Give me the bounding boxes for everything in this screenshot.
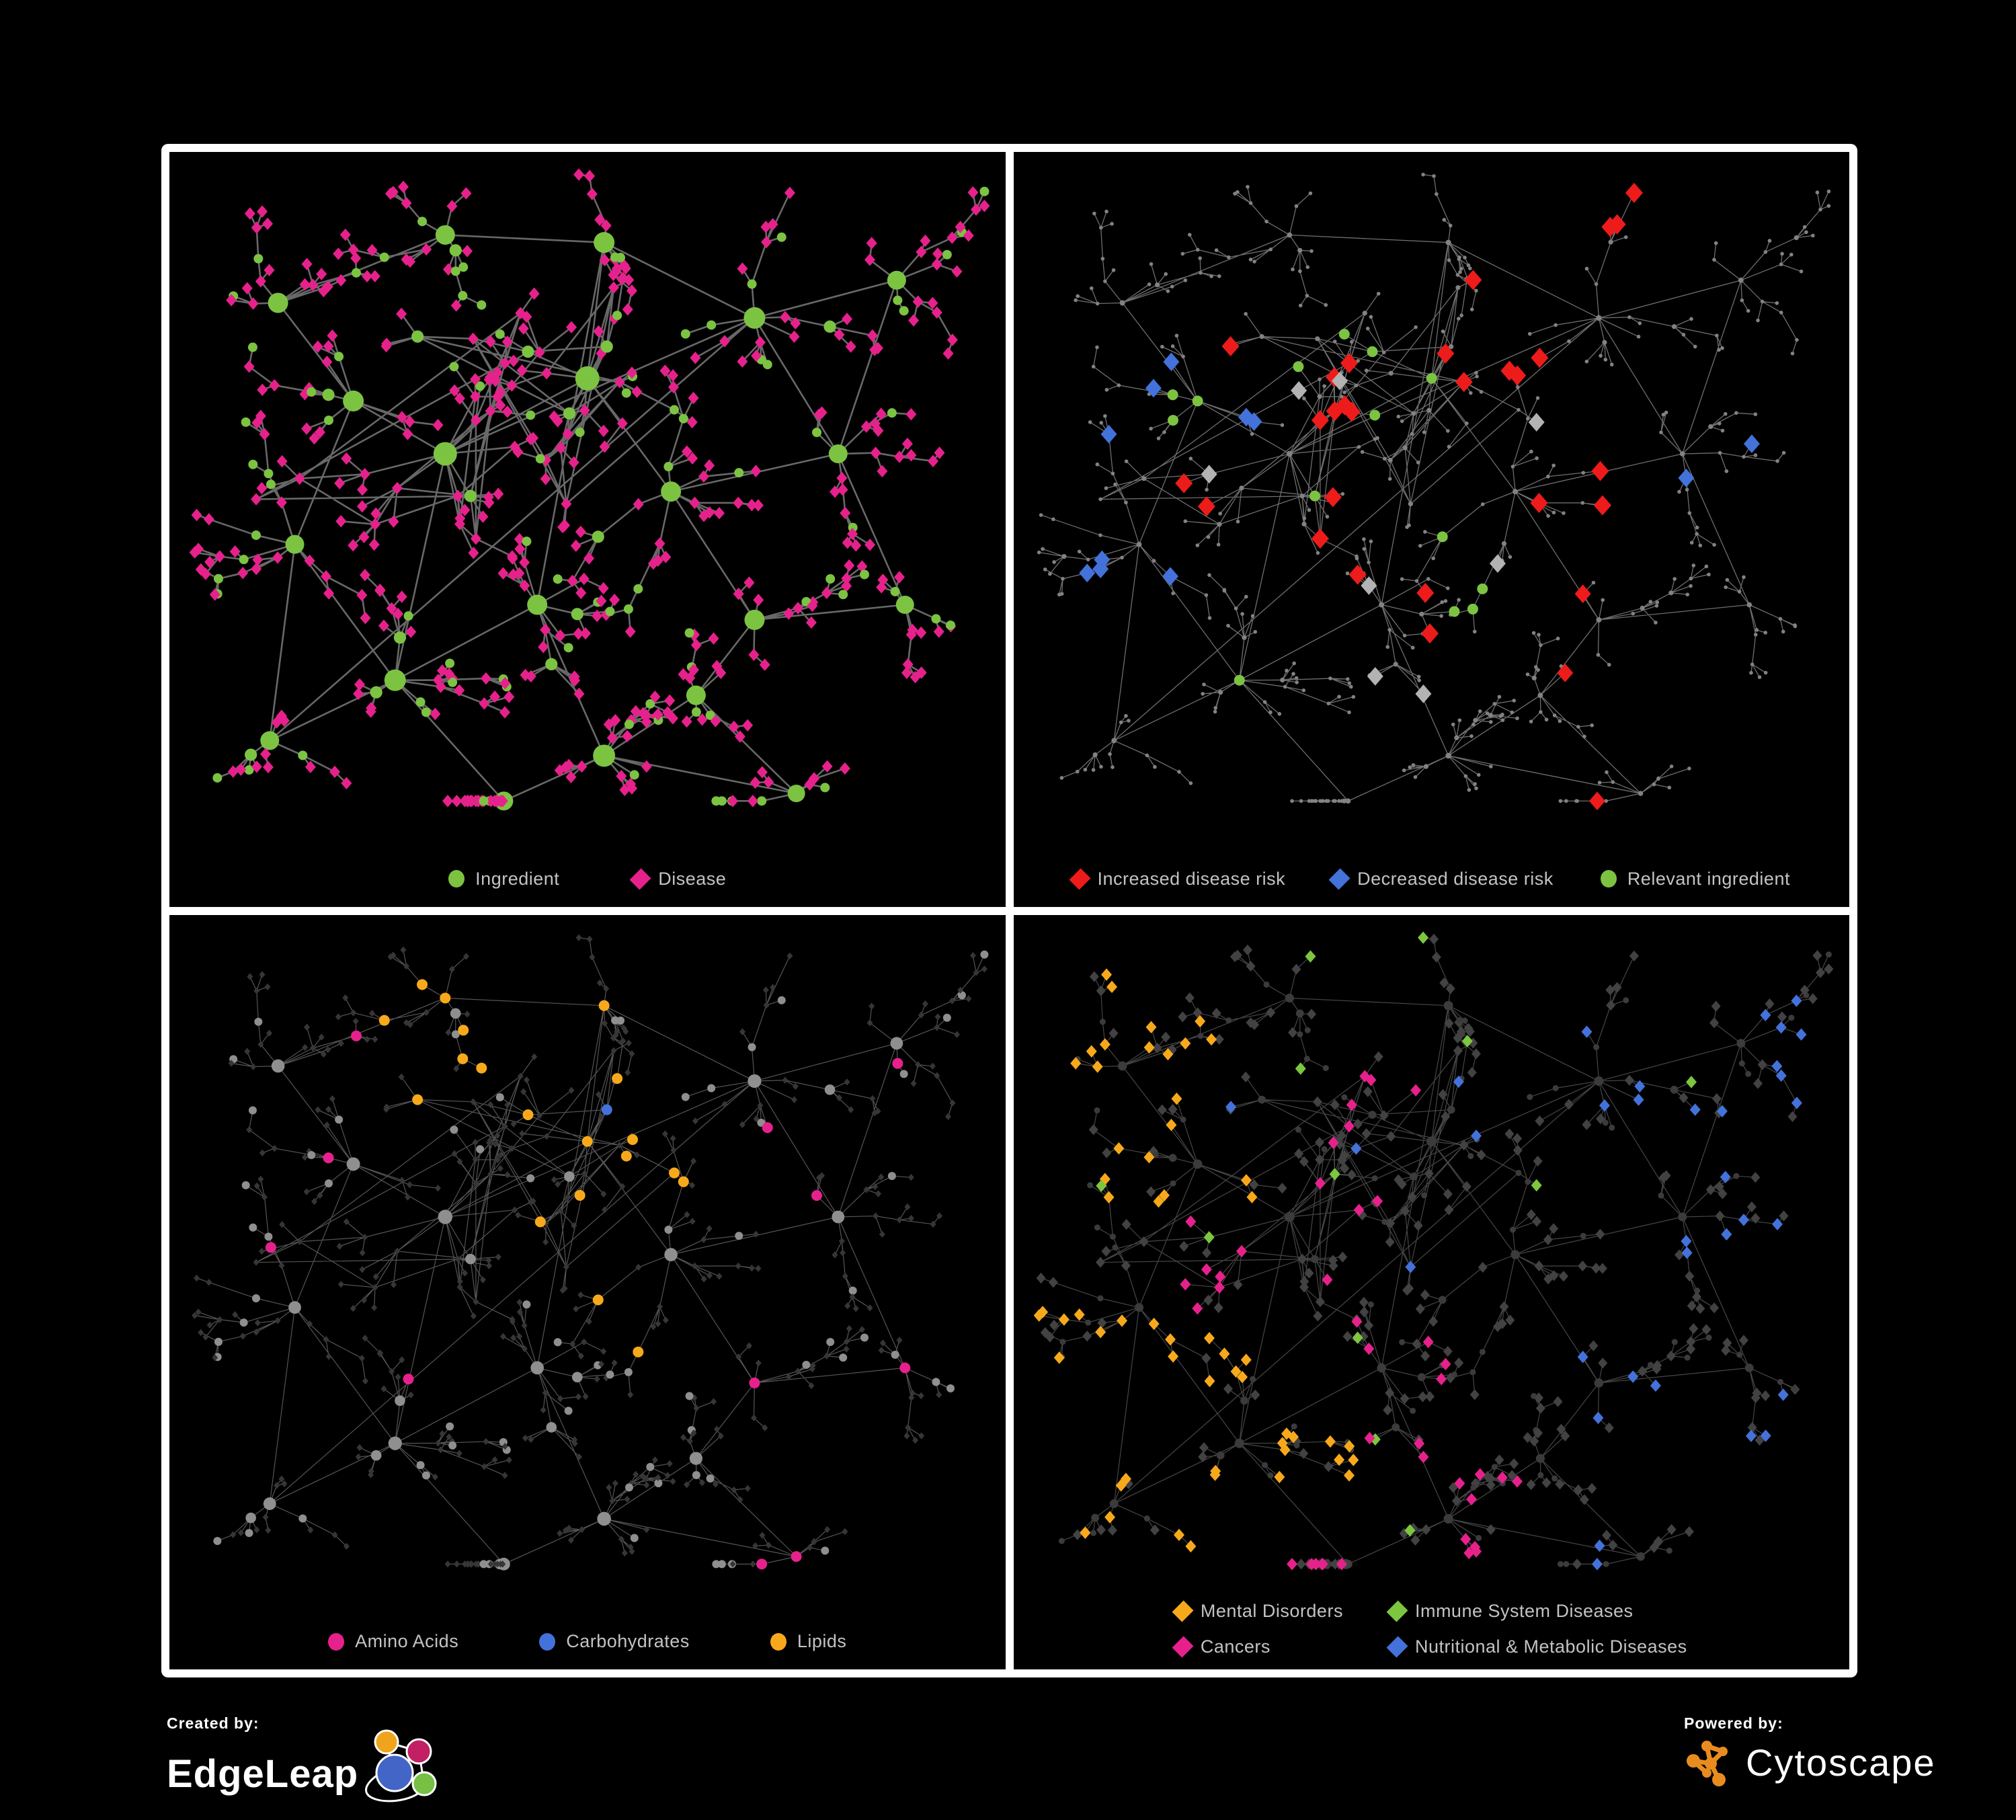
panel-disease-classes: Mental Disorders Immune System Diseases Ca… [1013, 914, 1850, 1669]
legend-label: Carbohydrates [566, 1631, 690, 1651]
diamond-swatch-icon [1172, 1600, 1194, 1622]
legend-item-relevant-ingredient: Relevant ingredient [1600, 868, 1790, 889]
diamond-swatch-icon [1386, 1600, 1408, 1622]
network-graph-disease-risk [1037, 172, 1830, 811]
legend-label: Mental Disorders [1200, 1601, 1343, 1621]
panel-ingredient-classes: Amino Acids Carbohydrates Lipids [169, 914, 1006, 1669]
legend-label: Immune System Diseases [1414, 1601, 1634, 1621]
edgeleap-logo-icon [365, 1729, 437, 1803]
network-graph-ingredient-disease [189, 168, 990, 811]
legend-label: Disease [658, 868, 727, 889]
circle-swatch-icon [1600, 870, 1617, 887]
legend-disease-classes: Mental Disorders Immune System Diseases Ca… [1014, 1600, 1850, 1658]
legend-ingredient-disease: Ingredient Disease [169, 868, 1006, 889]
cytoscape-logo-icon [1687, 1741, 1728, 1786]
legend-label: Relevant ingredient [1627, 868, 1790, 889]
legend-item-mental-disorders: Mental Disorders [1172, 1600, 1343, 1622]
created-by-caption: Created by: [167, 1714, 259, 1732]
legend-disease-risk: Increased disease risk Decreased disease … [1014, 868, 1850, 889]
legend-item-nutritional-metabolic-diseases: Nutritional & Metabolic Diseases [1386, 1636, 1687, 1658]
cytoscape-wordmark: Cytoscape [1746, 1741, 1936, 1784]
legend-item-disease: Disease [629, 868, 727, 889]
diamond-swatch-icon [1172, 1636, 1194, 1658]
legend-item-immune-system-diseases: Immune System Diseases [1386, 1600, 1687, 1622]
legend-item-lipids: Lipids [770, 1631, 847, 1652]
diamond-swatch-icon [1328, 868, 1350, 889]
legend-item-decreased-disease-risk: Decreased disease risk [1328, 868, 1554, 889]
legend-label: Nutritional & Metabolic Diseases [1414, 1636, 1687, 1657]
legend-item-amino-acids: Amino Acids [328, 1631, 458, 1652]
legend-label: Ingredient [475, 868, 560, 889]
legend-item-ingredient: Ingredient [448, 869, 559, 889]
legend-item-increased-disease-risk: Increased disease risk [1069, 868, 1286, 889]
legend-item-cancers: Cancers [1172, 1636, 1343, 1658]
network-graph-disease-classes [1033, 931, 1833, 1571]
edgeleap-wordmark: EdgeLeap [167, 1751, 359, 1796]
diamond-swatch-icon [629, 868, 651, 889]
circle-swatch-icon [539, 1632, 556, 1651]
powered-by-caption: Powered by: [1684, 1714, 1783, 1732]
network-graph-ingredient-classes [192, 933, 989, 1571]
legend-label: Amino Acids [355, 1631, 459, 1651]
panel-ingredient-disease: Ingredient Disease [169, 152, 1006, 907]
legend-label: Decreased disease risk [1357, 868, 1554, 889]
legend-label: Lipids [797, 1631, 847, 1651]
circle-swatch-icon [770, 1632, 787, 1651]
legend-item-carbohydrates: Carbohydrates [539, 1631, 690, 1652]
circle-swatch-icon [328, 1632, 345, 1651]
powered-by-block: Powered by: Cytoscape [1684, 1714, 1936, 1789]
diamond-swatch-icon [1386, 1636, 1408, 1658]
diamond-swatch-icon [1069, 868, 1090, 889]
legend-label: Increased disease risk [1097, 868, 1286, 889]
figure-grid: Ingredient Disease Increased disease risk… [161, 144, 1857, 1677]
panel-disease-risk: Increased disease risk Decreased disease … [1013, 152, 1850, 907]
legend-label: Cancers [1200, 1636, 1271, 1657]
circle-swatch-icon [448, 870, 465, 887]
created-by-block: Created by: EdgeLeap [167, 1714, 445, 1811]
legend-ingredient-classes: Amino Acids Carbohydrates Lipids [169, 1631, 1006, 1652]
